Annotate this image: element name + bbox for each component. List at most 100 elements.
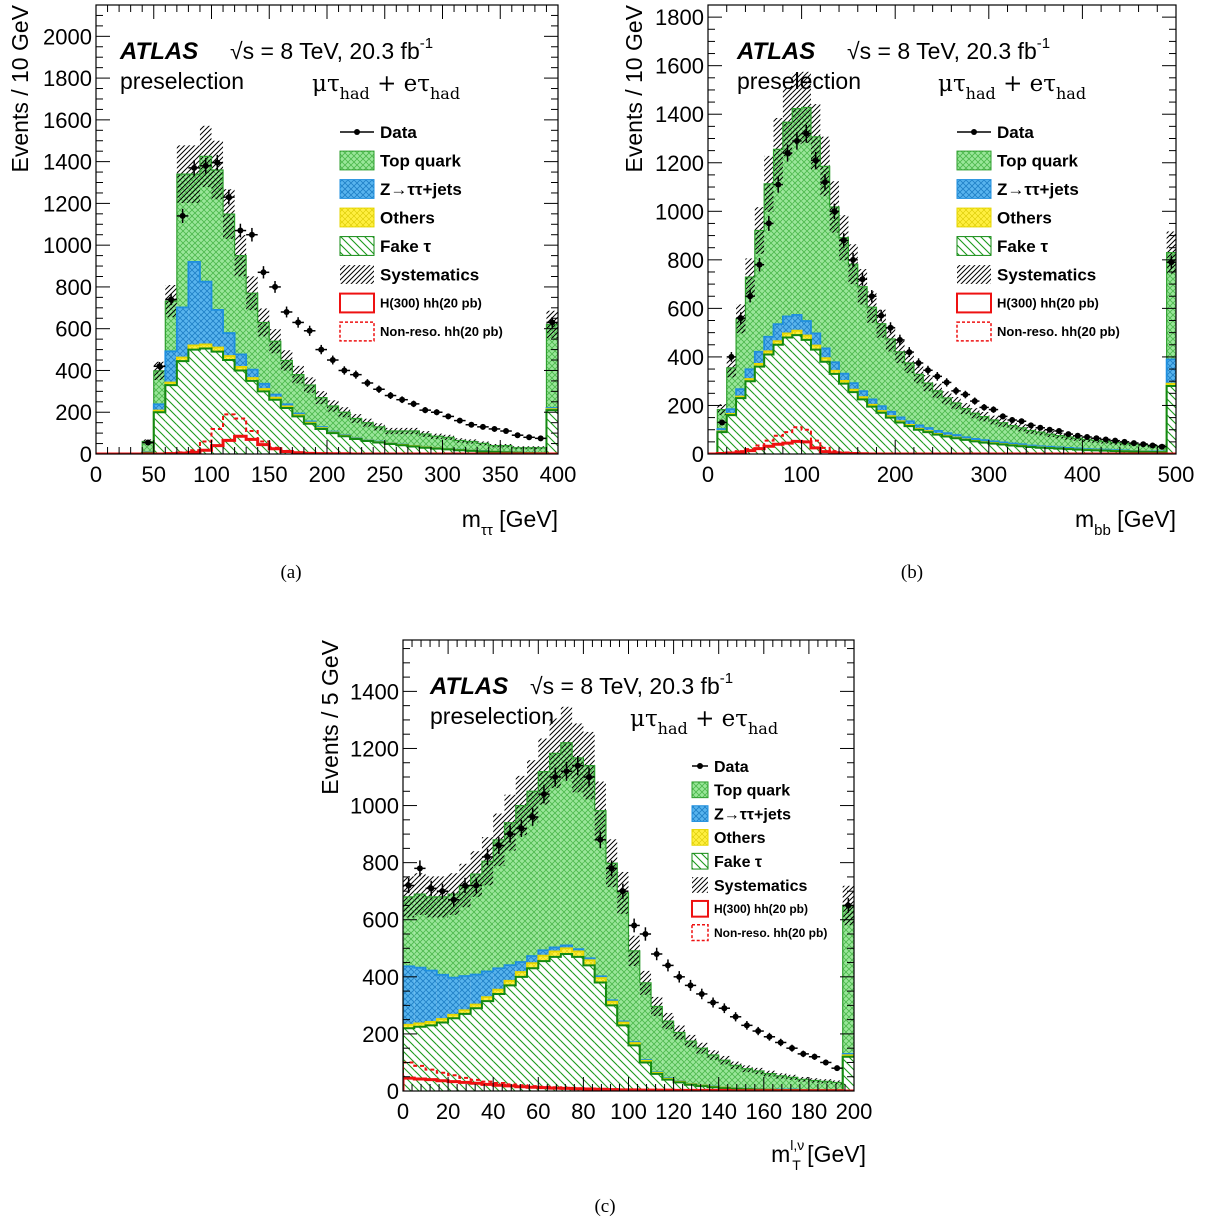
fake-tau-bin: [876, 412, 886, 454]
fake-tau-bin: [414, 1026, 426, 1091]
ztt-bin: [199, 281, 212, 345]
top-quark-bin: [876, 323, 886, 407]
x-tick-label: 200: [836, 1099, 873, 1124]
legend-swatch: [691, 923, 709, 942]
data-point: [850, 256, 857, 263]
fake-tau-bin: [745, 381, 755, 454]
channel-e: + eτ: [996, 71, 1056, 97]
data-point: [719, 419, 726, 426]
ztt-bin: [572, 949, 584, 952]
ztt-bin: [448, 977, 460, 1015]
fake-tau-bin: [454, 450, 466, 454]
top-quark-bin: [662, 1021, 674, 1079]
data-point: [514, 432, 521, 439]
panel-b: 0 200 400 600 800 1000 1200 1400 1600 1800 0 100 200…: [621, 4, 1194, 583]
ztt-bin: [269, 394, 281, 398]
others-bin: [617, 1022, 629, 1026]
y-tick-label: 1400: [350, 679, 399, 704]
caption-a: (a): [280, 562, 301, 583]
fake-tau-bin: [436, 1022, 449, 1091]
top-quark-bin: [481, 861, 494, 972]
data-point: [800, 1050, 807, 1057]
fake-tau-bin: [384, 443, 397, 454]
ztt-bin: [726, 409, 737, 414]
fake-tau-bin: [515, 976, 528, 1091]
legend-swatch: [692, 877, 708, 893]
top-quark-bin: [951, 403, 961, 436]
top-quark-bin: [488, 445, 501, 452]
others-bin: [199, 344, 212, 349]
top-quark-bin: [736, 318, 746, 390]
data-point: [597, 836, 604, 843]
y-tick-label: 200: [667, 393, 704, 418]
top-quark-bin: [1016, 427, 1027, 445]
data-point: [495, 842, 502, 849]
fake-tau-bin: [1054, 448, 1064, 454]
legend-item-top: Top quark: [691, 781, 790, 800]
top-quark-bin: [1054, 435, 1064, 448]
top-quark-bin: [234, 255, 247, 355]
top-quark-bin: [839, 237, 849, 374]
data-point: [831, 208, 838, 215]
top-quark-bin: [454, 440, 466, 450]
fake-tau-bin: [269, 399, 281, 454]
legend-swatch: [340, 265, 374, 284]
x-tick-label: 180: [791, 1099, 828, 1124]
legend-item-fake: Fake τ: [691, 852, 762, 871]
ztt-bin: [979, 440, 989, 443]
fake-tau-bin: [481, 1001, 494, 1091]
top-quark-bin: [448, 894, 460, 978]
y-tick-label: 600: [362, 908, 399, 933]
x-tick-label: 160: [745, 1099, 782, 1124]
fake-tau-bin: [1026, 446, 1036, 454]
fake-tau-bin: [848, 392, 858, 454]
data-point: [1149, 442, 1156, 449]
top-quark-bin: [504, 822, 516, 966]
plot-area-b: 0 200 400 600 800 1000 1200 1400 1600 1800 0 100 200…: [621, 4, 1194, 539]
data-point: [1168, 259, 1175, 266]
data-point: [202, 162, 209, 169]
y-tick-label: 400: [362, 965, 399, 990]
top-quark-bin: [763, 1073, 776, 1090]
y-tick-label: 1200: [43, 191, 92, 216]
top-quark-bin: [867, 307, 877, 400]
ztt-bin: [583, 958, 595, 961]
fake-tau-bin: [673, 1082, 685, 1091]
others-bin: [560, 948, 573, 954]
data-point: [439, 888, 446, 895]
data-point: [144, 439, 151, 446]
fake-tau-bin: [546, 410, 558, 454]
top-quark-bin: [246, 293, 258, 370]
fake-tau-bin: [628, 1045, 640, 1091]
top-quark-bin: [350, 418, 362, 438]
data-point: [1121, 438, 1128, 445]
ztt-bin: [176, 307, 189, 358]
legend-label: Others: [380, 209, 435, 228]
data-point: [676, 973, 683, 980]
x-axis-main: m: [462, 506, 481, 532]
legend-item-syst: Systematics: [340, 265, 479, 285]
legend-swatch: [956, 321, 992, 342]
top-quark-bin: [639, 982, 652, 1060]
channel-e: + eτ: [688, 706, 748, 732]
others-bin: [470, 1004, 482, 1009]
fake-tau-bin: [942, 436, 952, 454]
top-quark-bin: [1101, 441, 1111, 450]
top-quark-bin: [786, 1077, 798, 1090]
y-tick-label: 1400: [43, 150, 92, 175]
y-tick-label: 0: [80, 442, 92, 467]
top-quark-bin: [726, 367, 737, 410]
data-point: [329, 357, 336, 364]
top-quark-bin: [477, 443, 489, 452]
data-point: [887, 324, 894, 331]
data-point: [743, 1022, 750, 1029]
channel-text: μτhad + eτhad: [938, 71, 1086, 103]
fake-tau-bin: [373, 442, 385, 454]
others-bin: [782, 333, 793, 338]
data-point: [484, 853, 491, 860]
ztt-bin: [932, 430, 942, 434]
others-bin: [764, 351, 774, 355]
caption-c: (c): [594, 1196, 615, 1217]
fake-tau-bin: [538, 961, 550, 1091]
preselection-text: preselection: [737, 68, 861, 94]
